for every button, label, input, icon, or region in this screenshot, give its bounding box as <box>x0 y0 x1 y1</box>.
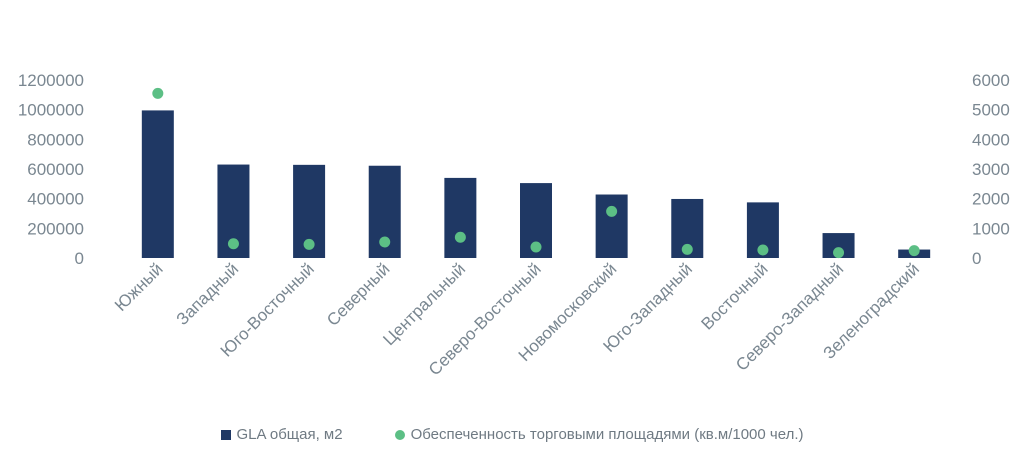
bar <box>141 110 174 259</box>
bar <box>444 177 477 258</box>
legend-item-dots: Обеспеченность торговыми площадями (кв.м… <box>394 426 804 443</box>
dot-series <box>152 87 920 259</box>
left-tick-label: 1200000 <box>18 71 84 90</box>
right-tick-label: 0 <box>972 249 981 268</box>
right-tick-label: 4000 <box>972 130 1010 149</box>
dot-point <box>530 241 542 253</box>
combo-chart: 020000040000060000080000010000001200000 … <box>18 71 1010 379</box>
left-tick-label: 600000 <box>27 160 84 179</box>
legend-swatch-bar <box>220 429 231 440</box>
left-axis-ticks: 0 200000 400000 600000 800000 1000000 1200000 <box>18 71 84 268</box>
legend: GLA общая, м2 Обеспеченность торговыми п… <box>0 426 1024 443</box>
right-tick-label: 6000 <box>972 71 1010 90</box>
legend-swatch-dot <box>394 429 405 440</box>
dot-point <box>757 244 769 256</box>
x-tick-label: Восточный <box>698 259 772 333</box>
right-tick-label: 1000 <box>972 219 1010 238</box>
dot-point <box>833 247 845 259</box>
dot-point <box>303 238 315 250</box>
dot-point <box>908 245 920 257</box>
dot-point <box>454 231 466 243</box>
x-tick-label: Южный <box>111 259 167 315</box>
dot-point <box>606 205 618 217</box>
right-tick-label: 3000 <box>972 160 1010 179</box>
right-tick-label: 2000 <box>972 190 1010 209</box>
legend-label-bars: GLA общая, м2 <box>236 426 343 443</box>
dot-point <box>152 87 164 99</box>
legend-item-bars: GLA общая, м2 <box>220 426 343 443</box>
left-tick-label: 200000 <box>27 219 84 238</box>
dot-point <box>227 238 239 250</box>
x-tick-label: Северный <box>323 259 393 329</box>
dot-point <box>681 243 693 255</box>
dot-point <box>379 236 391 248</box>
right-axis-ticks: 0 1000 2000 3000 4000 5000 6000 <box>972 71 1010 268</box>
legend-label-dots: Обеспеченность торговыми площадями (кв.м… <box>410 426 804 443</box>
left-tick-label: 1000000 <box>18 101 84 120</box>
left-tick-label: 0 <box>75 249 84 268</box>
left-tick-label: 400000 <box>27 190 84 209</box>
x-tick-label: Западный <box>173 259 243 329</box>
left-tick-label: 800000 <box>27 130 84 149</box>
right-tick-label: 5000 <box>972 101 1010 120</box>
bar <box>595 194 628 258</box>
bar-series <box>141 110 931 259</box>
